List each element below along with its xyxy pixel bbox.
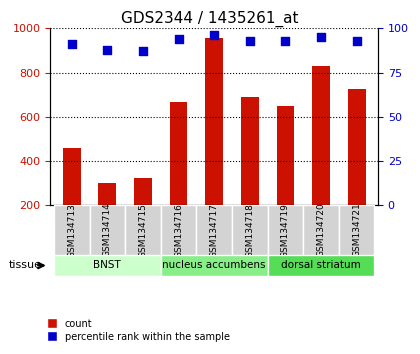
Text: tissue: tissue bbox=[8, 261, 42, 270]
Point bbox=[353, 38, 360, 44]
Point bbox=[318, 34, 324, 40]
Text: GDS2344 / 1435261_at: GDS2344 / 1435261_at bbox=[121, 11, 299, 27]
Text: GSM134718: GSM134718 bbox=[245, 202, 254, 258]
Point bbox=[68, 41, 75, 47]
Text: nucleus accumbens: nucleus accumbens bbox=[163, 261, 266, 270]
Bar bbox=[205, 38, 223, 250]
Bar bbox=[98, 183, 116, 250]
Bar bbox=[170, 102, 187, 250]
FancyBboxPatch shape bbox=[268, 205, 303, 255]
Bar bbox=[241, 97, 259, 250]
FancyBboxPatch shape bbox=[161, 255, 268, 276]
Text: GSM134715: GSM134715 bbox=[139, 202, 147, 258]
Bar bbox=[134, 178, 152, 250]
FancyBboxPatch shape bbox=[232, 205, 268, 255]
Bar bbox=[63, 148, 81, 250]
FancyBboxPatch shape bbox=[197, 205, 232, 255]
FancyBboxPatch shape bbox=[54, 205, 89, 255]
FancyBboxPatch shape bbox=[89, 205, 125, 255]
Text: GSM134717: GSM134717 bbox=[210, 202, 219, 258]
Point bbox=[247, 38, 253, 44]
FancyBboxPatch shape bbox=[268, 255, 375, 276]
Text: GSM134721: GSM134721 bbox=[352, 203, 361, 257]
FancyBboxPatch shape bbox=[54, 255, 161, 276]
Text: GSM134713: GSM134713 bbox=[67, 202, 76, 258]
FancyBboxPatch shape bbox=[125, 205, 161, 255]
Point bbox=[104, 47, 111, 52]
Text: GSM134716: GSM134716 bbox=[174, 202, 183, 258]
Text: BNST: BNST bbox=[94, 261, 121, 270]
Bar bbox=[348, 89, 365, 250]
Point bbox=[282, 38, 289, 44]
FancyBboxPatch shape bbox=[339, 205, 375, 255]
Point bbox=[175, 36, 182, 42]
Text: GSM134720: GSM134720 bbox=[317, 203, 326, 257]
FancyBboxPatch shape bbox=[303, 205, 339, 255]
Bar bbox=[276, 106, 294, 250]
Text: GSM134714: GSM134714 bbox=[103, 203, 112, 257]
Point bbox=[139, 48, 146, 54]
FancyBboxPatch shape bbox=[161, 205, 197, 255]
Bar bbox=[312, 66, 330, 250]
Legend: count, percentile rank within the sample: count, percentile rank within the sample bbox=[39, 315, 234, 346]
Point bbox=[211, 33, 218, 38]
Text: dorsal striatum: dorsal striatum bbox=[281, 261, 361, 270]
Text: GSM134719: GSM134719 bbox=[281, 202, 290, 258]
